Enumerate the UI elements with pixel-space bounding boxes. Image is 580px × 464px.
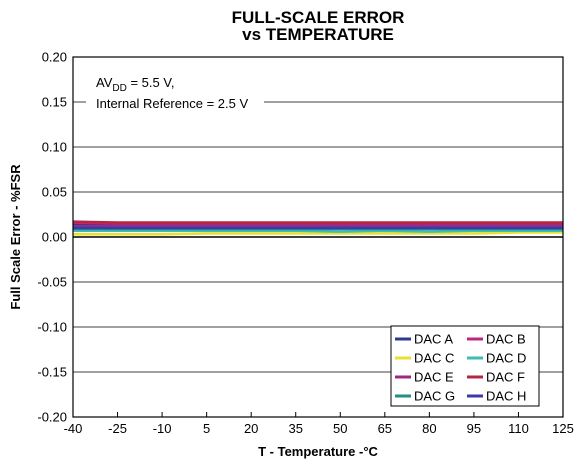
legend-label: DAC G <box>414 389 455 404</box>
annotation-box: AVDD = 5.5 V, Internal Reference = 2.5 V <box>86 70 264 116</box>
chart-title-line1: FULL-SCALE ERROR <box>231 8 405 27</box>
y-tick-label: -0.10 <box>37 320 67 335</box>
y-tick-label: 0.20 <box>42 50 67 65</box>
x-tick-label: 5 <box>203 421 210 436</box>
legend-label: DAC F <box>486 370 525 385</box>
series-line-dac-d <box>73 229 563 233</box>
x-tick-label: 110 <box>508 421 529 436</box>
x-tick-label: 125 <box>552 421 574 436</box>
y-tick-label: 0.10 <box>42 140 67 155</box>
y-tick-label: 0.00 <box>42 230 67 245</box>
annotation-line2: Internal Reference = 2.5 V <box>96 96 248 111</box>
plot-frame <box>72 56 564 418</box>
legend-label: DAC B <box>486 332 526 347</box>
legend-label: DAC D <box>486 351 526 366</box>
series-line-dac-f <box>72 220 563 224</box>
y-tick-label: -0.15 <box>37 365 67 380</box>
x-tick-label: -10 <box>153 421 172 436</box>
x-tick-label: 20 <box>244 421 258 436</box>
legend-label: DAC H <box>486 389 526 404</box>
x-tick-label: 80 <box>422 421 436 436</box>
series-layer <box>72 220 563 236</box>
y-axis-label: Full Scale Error - %FSR <box>8 164 23 310</box>
legend: DAC A DAC B DAC C DAC D DAC E DAC F DAC G DAC H <box>390 325 540 407</box>
legend-label: DAC E <box>414 370 454 385</box>
legend-item-dac-e: DAC E <box>395 370 454 385</box>
chart-title: FULL-SCALE ERROR vs TEMPERATURE <box>73 9 563 43</box>
series-line-dac-c <box>73 231 563 236</box>
x-tick-label: 35 <box>288 421 302 436</box>
y-tick-label: -0.20 <box>37 410 67 425</box>
x-tick-label: -40 <box>64 421 83 436</box>
legend-item-dac-g: DAC G <box>395 389 455 404</box>
legend-item-dac-c: DAC C <box>395 351 454 366</box>
legend-item-dac-h: DAC H <box>467 389 526 404</box>
x-axis-ticks: -40 -25 -10 5 20 35 50 65 80 95 110 125 <box>64 412 574 436</box>
chart-title-line2: vs TEMPERATURE <box>242 25 394 44</box>
x-tick-label: 65 <box>378 421 392 436</box>
y-axis-ticks: 0.20 0.15 0.10 0.05 0.00 -0.05 -0.10 -0.15 -0.20 <box>37 50 67 425</box>
x-tick-label: 95 <box>467 421 481 436</box>
y-tick-label: 0.15 <box>42 95 67 110</box>
annotation-line1: AVDD = 5.5 V, <box>96 75 174 94</box>
legend-label: DAC A <box>414 332 453 347</box>
legend-label: DAC C <box>414 351 454 366</box>
y-tick-label: 0.05 <box>42 185 67 200</box>
x-tick-label: 50 <box>333 421 347 436</box>
y-tick-label: -0.05 <box>37 275 67 290</box>
legend-item-dac-b: DAC B <box>467 332 526 347</box>
legend-item-dac-f: DAC F <box>467 370 525 385</box>
x-axis-label: T - Temperature -°C <box>258 444 378 459</box>
legend-item-dac-a: DAC A <box>395 332 453 347</box>
x-tick-label: -25 <box>108 421 127 436</box>
legend-item-dac-d: DAC D <box>467 351 526 366</box>
